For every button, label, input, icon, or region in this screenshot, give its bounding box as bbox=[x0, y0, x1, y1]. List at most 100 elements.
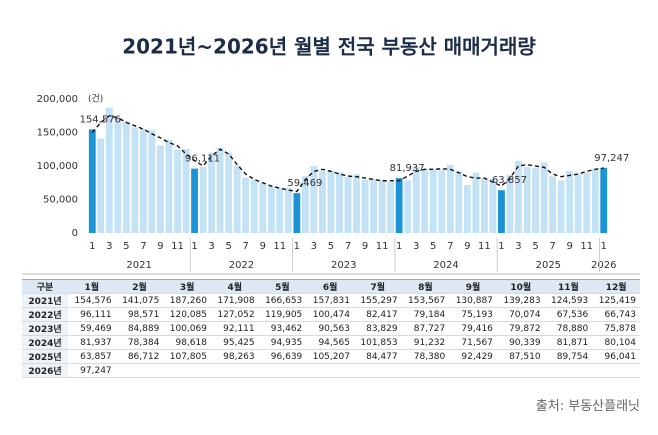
table-cell: 2025년 bbox=[22, 349, 68, 364]
bar bbox=[199, 166, 207, 233]
table-cell: 84,889 bbox=[115, 321, 164, 336]
bar bbox=[182, 148, 190, 233]
bar bbox=[583, 172, 591, 233]
y-tick-label: 150,000 bbox=[37, 128, 78, 139]
table-cell: 5월 bbox=[258, 279, 307, 294]
bar bbox=[250, 179, 258, 233]
table-cell: 75,878 bbox=[592, 321, 640, 336]
bar bbox=[225, 152, 233, 233]
bar bbox=[506, 174, 514, 233]
table-cell: 75,193 bbox=[449, 307, 497, 322]
bar bbox=[319, 171, 326, 233]
x-tick-label: 11 bbox=[273, 241, 286, 252]
table-cell: 2026년 bbox=[22, 363, 68, 378]
table-cell: 95,425 bbox=[210, 335, 259, 350]
table-cell: 2021년 bbox=[22, 293, 68, 308]
table-cell: 107,805 bbox=[163, 349, 211, 364]
table-cell: 6월 bbox=[306, 279, 354, 294]
year-label: 2022 bbox=[229, 260, 254, 271]
table-cell: 97,247 bbox=[68, 363, 116, 378]
x-tick-label: 11 bbox=[580, 241, 593, 252]
table-cell: 100,069 bbox=[163, 321, 211, 336]
x-tick-label: 5 bbox=[225, 241, 231, 252]
bar bbox=[532, 168, 539, 233]
table-cell: 96,639 bbox=[258, 349, 307, 364]
bar bbox=[131, 127, 139, 233]
x-tick-label: 1 bbox=[89, 241, 95, 252]
empty-cell bbox=[353, 363, 402, 378]
bar bbox=[429, 169, 437, 233]
x-tick-label: 1 bbox=[396, 241, 402, 252]
table-cell: 90,563 bbox=[306, 321, 354, 336]
x-tick-label: 7 bbox=[243, 241, 249, 252]
empty-cell bbox=[401, 363, 450, 378]
x-tick-label: 1 bbox=[601, 241, 607, 252]
bar bbox=[233, 165, 241, 233]
table-cell: 78,384 bbox=[115, 335, 164, 350]
table-cell: 2월 bbox=[115, 279, 164, 294]
table-cell: 92,111 bbox=[210, 321, 259, 336]
value-label: 59,469 bbox=[287, 178, 322, 189]
table-cell: 구분 bbox=[22, 279, 68, 294]
table-row: 2025년 63,857 86,712 107,805 98,263 96,639 105,… bbox=[22, 349, 640, 364]
table-cell: 1월 bbox=[68, 279, 116, 294]
x-tick-label: 7 bbox=[549, 241, 555, 252]
bar bbox=[566, 171, 574, 233]
table-cell: 86,712 bbox=[115, 349, 164, 364]
year-label: 2023 bbox=[331, 260, 356, 271]
bar bbox=[148, 130, 156, 233]
x-tick-label: 9 bbox=[157, 241, 163, 252]
x-tick-label: 7 bbox=[140, 241, 146, 252]
table-cell: 92,429 bbox=[449, 349, 497, 364]
bar bbox=[412, 166, 420, 233]
table-row: 2023년 59,469 84,889 100,069 92,111 93,462 90,5… bbox=[22, 321, 640, 336]
bar bbox=[395, 178, 403, 233]
table-cell: 87,727 bbox=[401, 321, 450, 336]
x-tick-label: 3 bbox=[311, 241, 317, 252]
table-cell: 2022년 bbox=[22, 307, 68, 322]
table-cell: 67,536 bbox=[544, 307, 593, 322]
table-cell: 11월 bbox=[544, 279, 593, 294]
value-label: 96,111 bbox=[185, 154, 220, 165]
value-label: 154,576 bbox=[80, 114, 121, 125]
table-cell: 79,184 bbox=[401, 307, 450, 322]
table-cell: 89,754 bbox=[544, 349, 593, 364]
table-cell: 79,872 bbox=[496, 321, 545, 336]
table-cell: 2023년 bbox=[22, 321, 68, 336]
bar bbox=[276, 187, 284, 233]
table-cell: 120,085 bbox=[163, 307, 211, 322]
empty-cell bbox=[115, 363, 164, 378]
table-cell: 7월 bbox=[353, 279, 402, 294]
table-cell: 166,653 bbox=[258, 293, 307, 308]
y-tick-label: 0 bbox=[72, 228, 78, 239]
table-row: 2022년 96,111 98,571 120,085 127,052 119,905 10… bbox=[22, 307, 640, 322]
table-cell: 71,567 bbox=[449, 335, 497, 350]
bar bbox=[114, 117, 122, 233]
bar bbox=[293, 193, 301, 233]
bar bbox=[600, 167, 608, 233]
bar bbox=[284, 188, 292, 233]
year-label: 2026 bbox=[591, 260, 616, 271]
table-cell: 9월 bbox=[449, 279, 497, 294]
bar bbox=[404, 180, 412, 233]
bar bbox=[421, 169, 429, 233]
empty-cell bbox=[258, 363, 307, 378]
bar bbox=[174, 149, 181, 233]
x-tick-label: 9 bbox=[566, 241, 572, 252]
bar bbox=[191, 168, 198, 233]
bar bbox=[361, 179, 369, 233]
bar bbox=[88, 129, 96, 233]
table-cell: 96,111 bbox=[68, 307, 116, 322]
empty-cell bbox=[210, 363, 259, 378]
empty-cell bbox=[592, 363, 640, 378]
bar bbox=[310, 165, 318, 233]
x-tick-label: 1 bbox=[191, 241, 197, 252]
table-row: 2024년 81,937 78,384 98,618 95,425 94,935 94,56… bbox=[22, 335, 640, 350]
bar bbox=[455, 171, 463, 233]
bar bbox=[549, 176, 556, 233]
x-tick-label: 7 bbox=[345, 241, 351, 252]
bar bbox=[557, 180, 565, 233]
x-tick-label: 3 bbox=[106, 241, 112, 252]
table-cell: 90,339 bbox=[496, 335, 545, 350]
bar bbox=[165, 139, 173, 233]
